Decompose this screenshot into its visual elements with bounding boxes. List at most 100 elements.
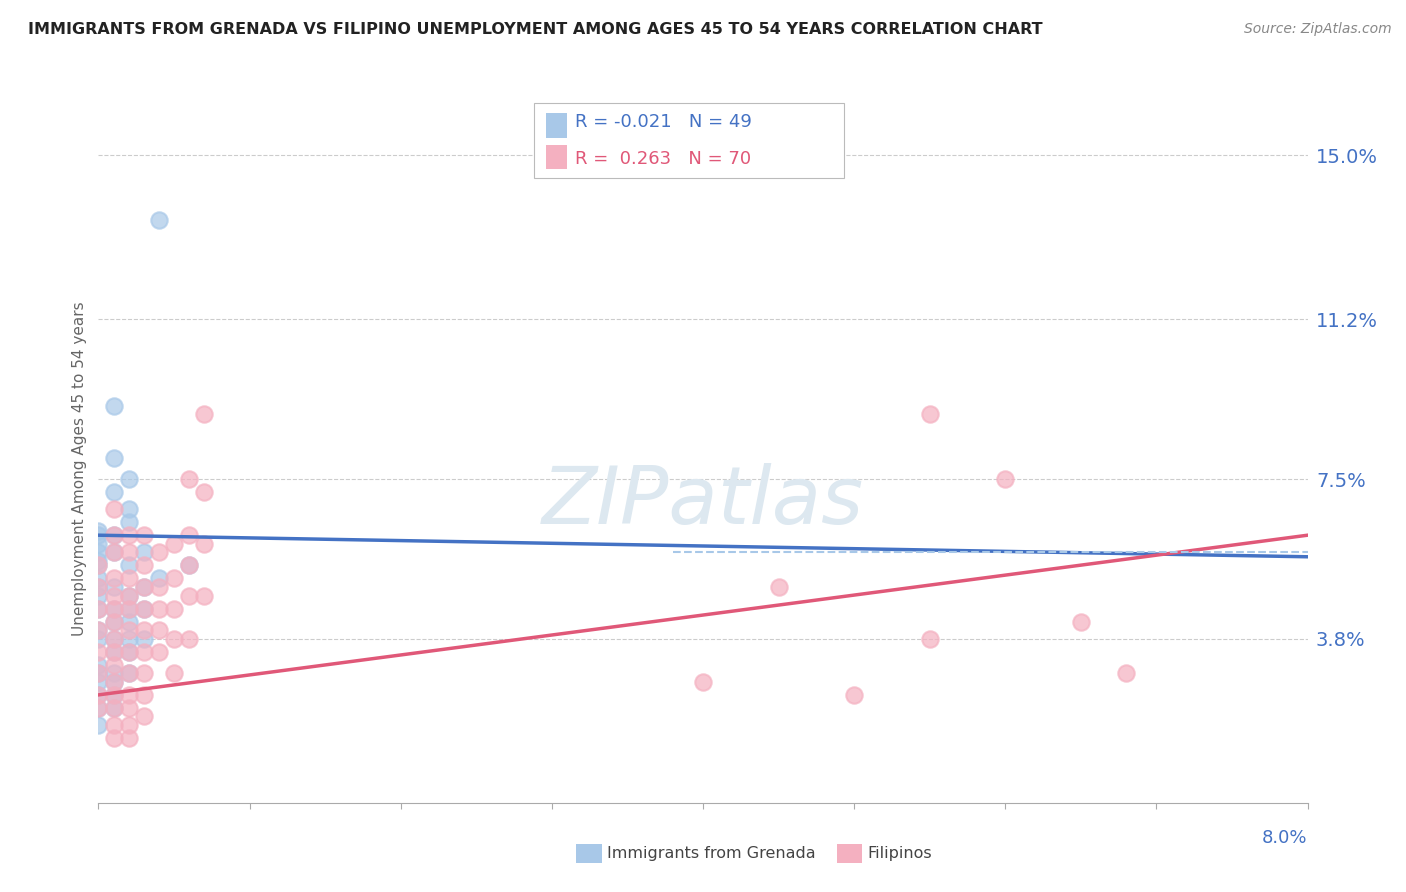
Point bbox=[118, 558, 141, 573]
Point bbox=[87, 558, 110, 573]
Point bbox=[87, 718, 110, 732]
Point bbox=[87, 645, 110, 659]
Point bbox=[103, 645, 125, 659]
Point bbox=[994, 472, 1017, 486]
Point bbox=[132, 528, 155, 542]
Point bbox=[1115, 666, 1137, 681]
Point bbox=[163, 632, 186, 646]
Point bbox=[918, 408, 941, 422]
Text: R = -0.021   N = 49: R = -0.021 N = 49 bbox=[575, 113, 752, 131]
Point bbox=[87, 688, 110, 702]
Point bbox=[193, 408, 215, 422]
Point bbox=[103, 666, 125, 681]
Point bbox=[148, 571, 170, 585]
Point bbox=[103, 701, 125, 715]
Point bbox=[918, 632, 941, 646]
Point bbox=[103, 601, 125, 615]
Point bbox=[103, 632, 125, 646]
Text: IMMIGRANTS FROM GRENADA VS FILIPINO UNEMPLOYMENT AMONG AGES 45 TO 54 YEARS CORRE: IMMIGRANTS FROM GRENADA VS FILIPINO UNEM… bbox=[28, 22, 1043, 37]
Point bbox=[103, 545, 125, 559]
Point bbox=[118, 601, 141, 615]
Point bbox=[87, 688, 110, 702]
Point bbox=[132, 545, 155, 559]
Point bbox=[87, 571, 110, 585]
Point bbox=[768, 580, 790, 594]
Point bbox=[148, 601, 170, 615]
Point bbox=[118, 688, 141, 702]
Point bbox=[103, 615, 125, 629]
Point bbox=[103, 701, 125, 715]
Point bbox=[118, 615, 141, 629]
Point bbox=[118, 632, 141, 646]
Point bbox=[118, 502, 141, 516]
Point bbox=[193, 589, 215, 603]
Text: Source: ZipAtlas.com: Source: ZipAtlas.com bbox=[1244, 22, 1392, 37]
Point bbox=[87, 666, 110, 681]
Point bbox=[148, 545, 170, 559]
Point bbox=[118, 589, 141, 603]
Point bbox=[103, 731, 125, 745]
Point bbox=[103, 528, 125, 542]
Point bbox=[132, 666, 155, 681]
Point bbox=[103, 485, 125, 500]
Point bbox=[132, 601, 155, 615]
Point bbox=[132, 558, 155, 573]
Point bbox=[118, 645, 141, 659]
Point bbox=[103, 688, 125, 702]
Point bbox=[148, 645, 170, 659]
Point bbox=[132, 645, 155, 659]
Point bbox=[87, 701, 110, 715]
Point bbox=[118, 701, 141, 715]
Point bbox=[103, 601, 125, 615]
Text: Immigrants from Grenada: Immigrants from Grenada bbox=[607, 847, 815, 861]
Point bbox=[87, 580, 110, 594]
Text: ZIPatlas: ZIPatlas bbox=[541, 463, 865, 541]
Point bbox=[118, 601, 141, 615]
Text: R =  0.263   N = 70: R = 0.263 N = 70 bbox=[575, 150, 751, 168]
Point bbox=[87, 528, 110, 542]
Point bbox=[87, 580, 110, 594]
Point bbox=[118, 666, 141, 681]
Point bbox=[148, 623, 170, 637]
Point bbox=[132, 623, 155, 637]
Point bbox=[118, 731, 141, 745]
Point bbox=[179, 632, 201, 646]
Point bbox=[87, 589, 110, 603]
Point bbox=[118, 718, 141, 732]
Point bbox=[132, 601, 155, 615]
Point bbox=[87, 554, 110, 568]
Point bbox=[87, 675, 110, 690]
Point bbox=[844, 688, 866, 702]
Point bbox=[118, 528, 141, 542]
Point bbox=[118, 645, 141, 659]
Point bbox=[103, 615, 125, 629]
Point bbox=[87, 657, 110, 672]
Point bbox=[1070, 615, 1092, 629]
Point bbox=[103, 399, 125, 413]
Point bbox=[87, 558, 110, 573]
Point bbox=[87, 537, 110, 551]
Point bbox=[103, 657, 125, 672]
Point bbox=[132, 632, 155, 646]
Point bbox=[103, 675, 125, 690]
Point bbox=[103, 450, 125, 465]
Point bbox=[132, 580, 155, 594]
Point bbox=[118, 589, 141, 603]
Point bbox=[179, 589, 201, 603]
Point bbox=[163, 537, 186, 551]
Point bbox=[103, 528, 125, 542]
Point bbox=[193, 537, 215, 551]
Point bbox=[148, 213, 170, 227]
Point bbox=[103, 580, 125, 594]
Point bbox=[103, 589, 125, 603]
Point bbox=[87, 701, 110, 715]
Point bbox=[118, 545, 141, 559]
Point bbox=[179, 472, 201, 486]
Point bbox=[103, 675, 125, 690]
Point bbox=[118, 666, 141, 681]
Point bbox=[87, 601, 110, 615]
Point bbox=[103, 632, 125, 646]
Point bbox=[118, 571, 141, 585]
Point bbox=[118, 472, 141, 486]
Point bbox=[163, 666, 186, 681]
